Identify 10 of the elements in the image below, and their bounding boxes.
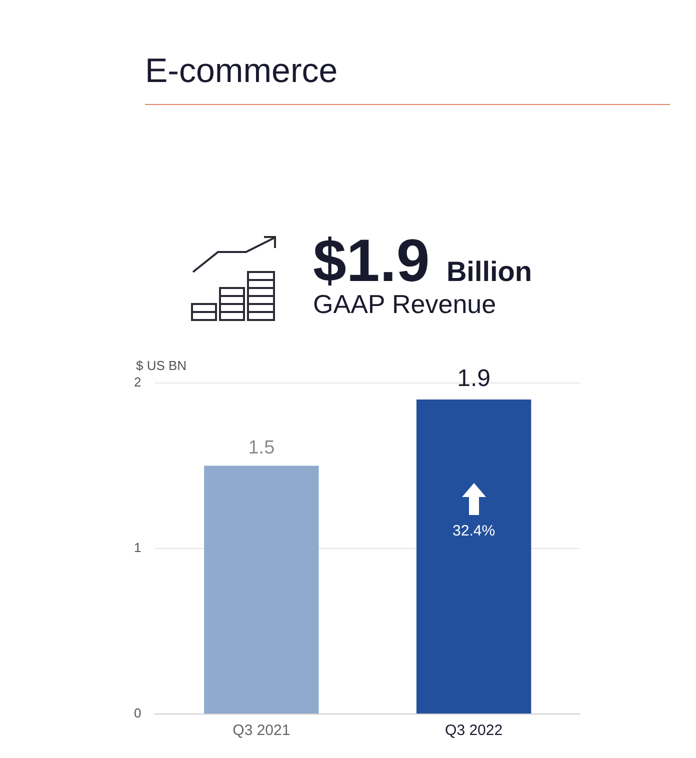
y-tick-label: 1	[134, 540, 142, 556]
y-axis-title: $ US BN	[136, 358, 187, 373]
chart-title: E-commerce	[145, 52, 338, 91]
y-tick-label: 2	[134, 374, 142, 390]
x-tick-label: Q3 2021	[232, 722, 290, 740]
data-label: 1.5	[248, 437, 275, 458]
x-tick-label: Q3 2022	[445, 722, 503, 740]
data-label: 1.9	[457, 365, 490, 392]
y-tick-label: 0	[134, 706, 142, 721]
annotation: 32.4%	[452, 522, 496, 540]
